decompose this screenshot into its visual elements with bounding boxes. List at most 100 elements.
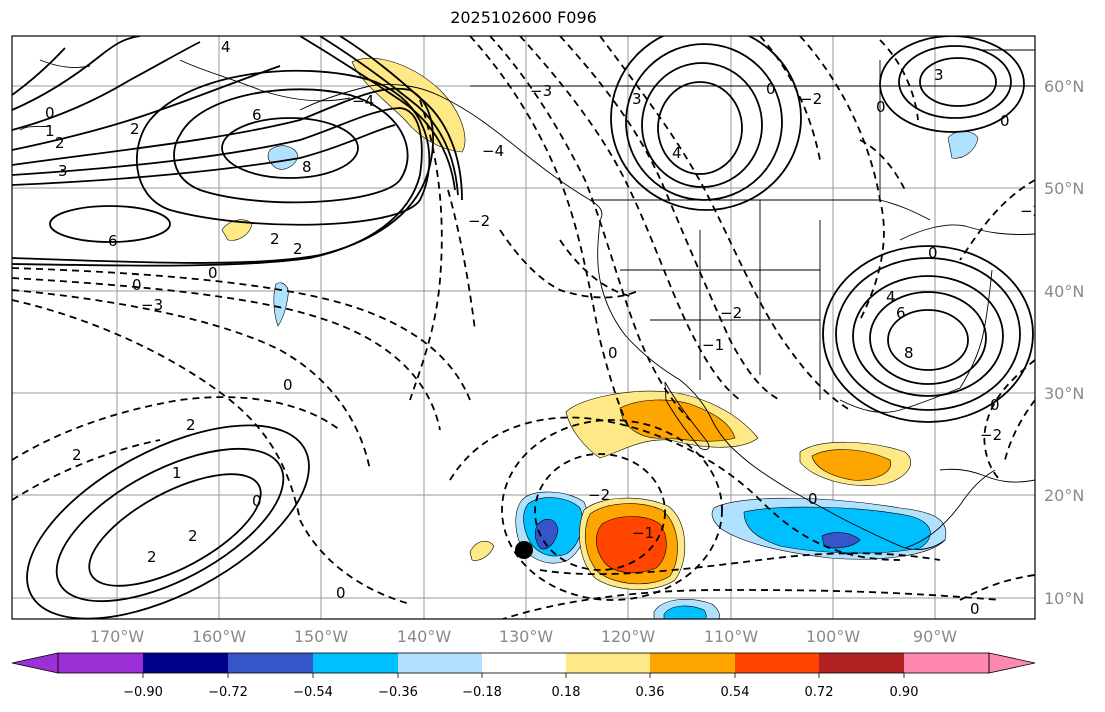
contour-label: 0 [336,584,346,602]
lon-label: 100°W [806,627,861,646]
contour-label: −2 [720,304,742,322]
colorbar: −0.90 −0.72 −0.54 −0.36 −0.18 0.18 0.36 … [11,652,1036,700]
contour-label: 8 [302,158,312,176]
shade-yellow-small-storm [469,540,495,561]
contour-label: 2 [293,240,303,258]
latitude-labels: 60°N 50°N 40°N 30°N 20°N 10°N [1044,77,1084,608]
contour-label: 1 [172,464,182,482]
colorbar-tick-label: 0.54 [721,685,750,700]
lon-label: 120°W [601,627,656,646]
contour-label: −2 [1020,202,1042,220]
contour-label: 6 [108,232,118,250]
colorbar-bin [650,653,735,673]
contour-label: 3 [632,90,642,108]
contour-label: 3 [934,66,944,84]
shade-lightblue-pacific [273,282,289,327]
dashed-contours [12,36,1035,619]
colorbar-tick-label: 0.72 [805,685,834,700]
lon-label: 150°W [294,627,349,646]
colorbar-tick-label: 0.36 [636,685,665,700]
lat-label: 30°N [1044,384,1084,403]
contour-label: 4 [672,144,682,162]
contour-label: 0 [608,344,618,362]
contour-label: 6 [252,106,262,124]
contour-label: 2 [55,134,65,152]
contour-label: 4 [886,288,896,306]
contour-label: −3 [141,296,163,314]
shade-royalblue-storm [534,518,559,550]
contour-label: 0 [132,276,142,294]
colorbar-bin [58,653,143,673]
shade-orange-baja [619,399,736,442]
contour-label: −2 [980,426,1002,444]
contour-label: 8 [904,344,914,362]
contour-label: 6 [896,304,906,322]
colorbar-bin [482,653,566,673]
contour-label: 2 [130,120,140,138]
contour-label: 0 [876,98,886,116]
contour-label: 0 [990,396,1000,414]
lon-label: 110°W [704,627,759,646]
colorbar-bin [143,653,228,673]
contour-label: 4 [221,38,231,56]
colorbar-bin [735,653,819,673]
contour-label: 0 [808,490,818,508]
colorbar-bin [313,653,398,673]
shade-orange-mexico-gulf [811,449,892,481]
contour-label: 2 [188,527,198,545]
contour-label: −4 [482,142,504,160]
contour-label: 0 [45,104,55,122]
shade-deepskyblue-central-am [743,506,931,554]
contour-label: 2 [186,416,196,434]
shade-red-storm-east [595,516,667,574]
shade-yellow-small-pacific [221,219,253,241]
lat-label: 60°N [1044,77,1084,96]
lon-label: 140°W [397,627,452,646]
colorbar-bin [398,653,482,673]
colorbar-tick-label: −0.90 [123,685,163,700]
longitude-labels: 170°W 160°W 150°W 140°W 130°W 120°W 110°… [90,627,957,646]
map-frame [11,35,1036,620]
contour-label: 0 [1000,112,1010,130]
shade-lightblue-alaska [267,145,299,170]
lat-label: 20°N [1044,486,1084,505]
colorbar-tick-label: 0.18 [552,685,581,700]
contour-label: −1 [702,336,724,354]
colorbar-bin [904,653,989,673]
shaded-anomalies [221,57,979,619]
contour-label: 0 [928,244,938,262]
contour-label: 1 [45,122,55,140]
colorbar-tick-label: −0.18 [462,685,502,700]
colorbar-bin [566,653,650,673]
colorbar-extend-right [988,652,1036,674]
lon-label: 170°W [90,627,145,646]
contour-label: −4 [352,92,374,110]
contour-label: 2 [270,230,280,248]
contour-label: −2 [800,90,822,108]
solid-contours [12,36,1034,619]
contour-label: 0 [283,376,293,394]
lon-label: 90°W [913,627,957,646]
storm-marker [515,541,533,559]
contour-label: −2 [468,212,490,230]
colorbar-bin [819,653,904,673]
contour-label: 3 [58,162,68,180]
lat-label: 50°N [1044,179,1084,198]
contour-label: 2 [72,446,82,464]
colorbar-tick-label: 0.90 [890,685,919,700]
contour-label: −3 [530,82,552,100]
contour-label: 0 [766,80,776,98]
colorbar-tick-label: −0.54 [293,685,333,700]
lon-label: 160°W [192,627,247,646]
contour-label: 0 [252,492,262,510]
contour-label: 0 [970,600,980,618]
colorbar-tick-label: −0.36 [378,685,418,700]
colorbar-extend-left [11,652,59,674]
lat-label: 40°N [1044,282,1084,301]
contour-label: −2 [588,486,610,504]
contour-labels: 4 0 1 2 3 2 6 8 6 2 2 0 0 −3 0 2 2 1 2 2… [45,38,1042,618]
contour-label: 0 [208,264,218,282]
colorbar-bin [228,653,313,673]
contour-label: −1 [632,524,654,542]
